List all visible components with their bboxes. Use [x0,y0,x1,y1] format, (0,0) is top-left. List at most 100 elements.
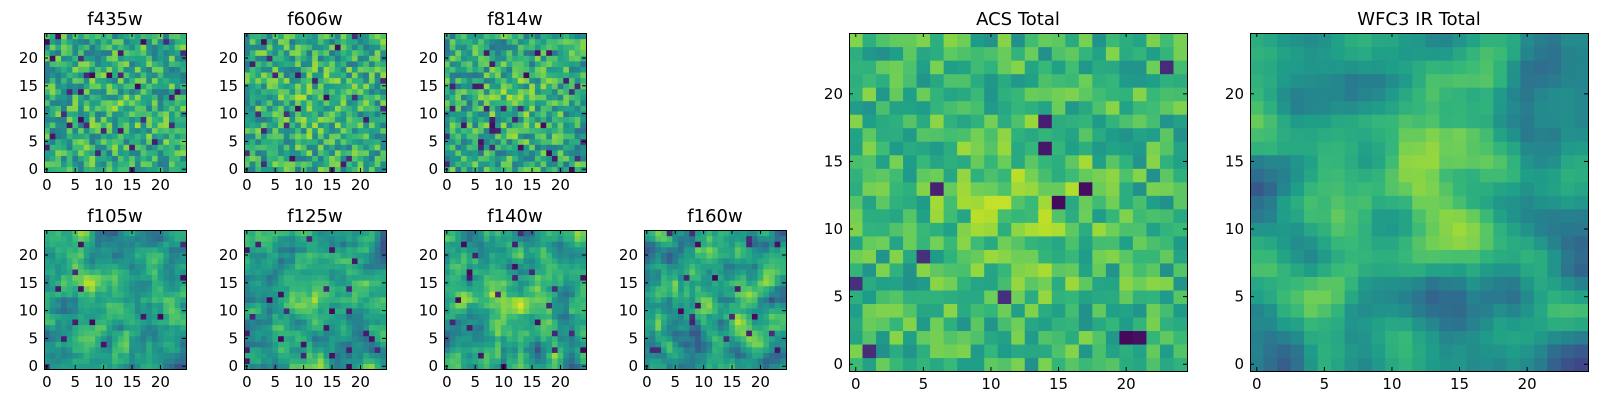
heatmap-cell [168,99,176,106]
heatmap-cell [689,324,696,331]
heatmap-cell [146,33,153,40]
heatmap-cell [466,94,473,101]
heatmap-cell [317,285,325,292]
heatmap-cell [66,38,73,45]
heatmap-cell [134,352,142,359]
heatmap-cell [261,241,268,248]
heatmap-cell [546,252,553,259]
heatmap-cell [500,60,508,67]
heatmap-cell [580,60,587,67]
heatmap-cell [472,83,479,90]
heatmap-cell [723,335,730,342]
heatmap-cell [272,257,279,264]
heatmap-cell [289,318,296,326]
heatmap-cell [568,160,576,168]
heatmap-cell [340,296,347,303]
heatmap-cell [380,133,387,140]
heatmap-cell [580,330,587,337]
heatmap-cell [72,138,79,145]
heatmap-cell [546,66,553,73]
heatmap-cell [1024,249,1039,264]
heatmap-cell [329,296,336,303]
heatmap-cell [689,335,696,342]
heatmap-cell [449,330,456,337]
heatmap-cell [180,160,187,168]
heatmap-cell [495,235,502,242]
heatmap-cell [289,346,296,353]
heatmap-cell [72,318,79,326]
heatmap-cell [580,324,587,331]
heatmap-cell [523,94,530,101]
heatmap-cell [695,363,702,370]
heatmap-cell [512,291,519,298]
heatmap-cell [512,357,519,365]
heatmap-cell [112,363,119,370]
heatmap-cell [266,318,273,326]
heatmap-cell [283,71,291,79]
heatmap-cell [78,116,85,123]
heatmap-cell [580,352,587,359]
heatmap-cell [49,83,56,90]
heatmap-cell [357,144,364,151]
heatmap-cell [146,105,153,112]
x-tick-label: 10 [294,176,313,194]
heatmap-cell [666,363,673,370]
heatmap-cell [368,280,376,287]
x-tick-label: 20 [151,176,170,194]
heatmap-cell [444,235,451,242]
heatmap-cell [746,302,753,309]
heatmap-cell [529,149,536,156]
heatmap-cell [261,268,268,276]
heatmap-cell [472,66,479,73]
heatmap-cell [678,335,685,342]
heatmap-cell [455,88,462,95]
heatmap-cell [551,127,559,134]
heatmap-cell [712,341,719,348]
heatmap-cell [666,346,673,353]
heatmap-cell [751,241,759,248]
heatmap-cell [357,138,364,145]
heatmap-cell [449,44,456,51]
heatmap-cell [168,144,176,151]
heatmap-cell [512,296,519,303]
heatmap-cell [363,121,370,129]
heatmap-cell [517,230,525,237]
heatmap-cell [500,38,508,45]
heatmap-cell [95,88,102,95]
heatmap-cell [512,166,519,173]
heatmap-cell [95,263,102,270]
heatmap-cell [512,241,519,248]
heatmap-cell [351,144,359,151]
heatmap-cell [295,121,302,129]
heatmap-cell [500,105,508,112]
heatmap-cell [100,285,108,292]
heatmap-cell [61,241,68,248]
heatmap-cell [329,155,336,162]
heatmap-cell [106,263,113,270]
heatmap-cell [678,341,685,348]
heatmap-cell [100,318,108,326]
heatmap-cell [134,149,142,156]
heatmap-cell [483,285,491,292]
heatmap-cell [44,121,51,129]
heatmap-cell [306,83,313,90]
heatmap-cell [306,60,313,67]
heatmap-cell [174,235,181,242]
heatmap-cell [78,318,85,326]
heatmap-cell [340,230,347,237]
heatmap-cell [289,83,296,90]
heatmap-cell [540,285,547,292]
heatmap-cell [1065,276,1080,291]
heatmap-cell [483,99,491,106]
heatmap-cell [461,246,468,253]
heatmap-cell [180,235,187,242]
heatmap-cell [495,257,502,264]
heatmap-cell [44,296,51,303]
heatmap-cell [374,155,381,162]
heatmap-cell [706,280,713,287]
heatmap-cell [523,257,530,264]
heatmap-cell [774,324,781,331]
heatmap-cell [557,94,564,101]
heatmap-cell [278,357,285,365]
heatmap-cell [574,49,581,56]
